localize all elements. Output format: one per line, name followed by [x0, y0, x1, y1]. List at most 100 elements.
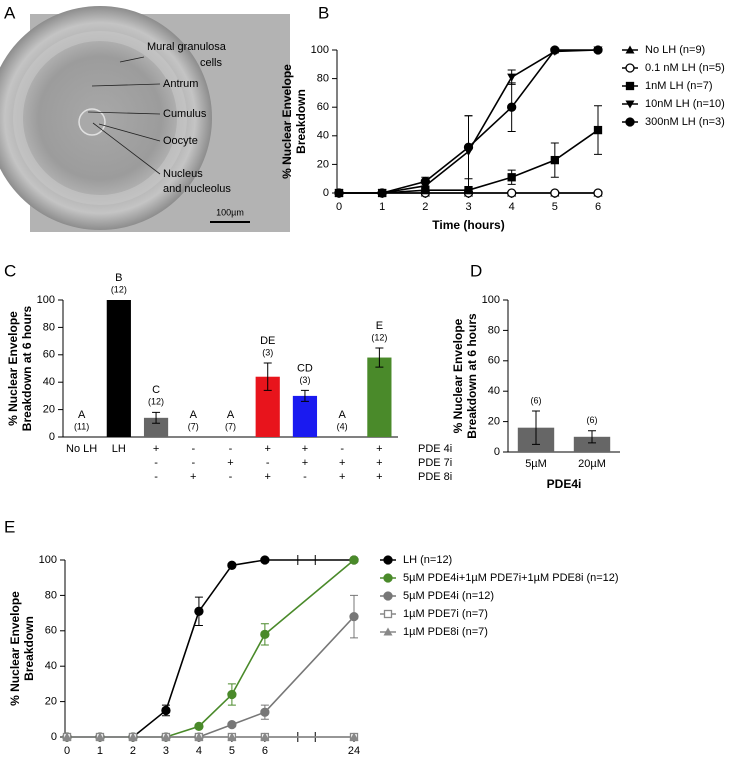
marker [260, 629, 270, 639]
x-tick-label: 3 [465, 201, 471, 213]
table-cell: + [190, 471, 196, 483]
legend-label: LH (n=12) [403, 554, 452, 566]
marker [349, 732, 359, 741]
n-label: (12) [371, 332, 387, 342]
y-tick-label: 100 [39, 554, 57, 566]
bar [143, 417, 169, 437]
marker [334, 188, 344, 198]
group-label: DE [260, 335, 275, 347]
y-axis-label: % Nuclear Envelope [280, 64, 294, 179]
n-label: (6) [587, 415, 598, 425]
legend-marker [383, 609, 393, 619]
bar [573, 436, 611, 452]
panel-letter: E [4, 517, 15, 536]
table-row-label: PDE 8i [418, 471, 452, 483]
scale-bar-label: 100µm [216, 207, 244, 217]
legend-marker [625, 45, 635, 54]
n-label: (4) [337, 421, 348, 431]
table-cell: + [227, 457, 233, 469]
table-cell: + [339, 457, 345, 469]
x-tick-label: 1 [97, 745, 103, 757]
x-tick-label: 4 [196, 745, 202, 757]
x-tick-label: 24 [348, 745, 360, 757]
table-cell: - [340, 443, 344, 455]
y-tick-label: 0 [494, 446, 500, 458]
bar [367, 357, 392, 437]
y-tick-label: 40 [45, 660, 57, 672]
error-bar [375, 347, 384, 368]
panel-letter: B [318, 3, 329, 22]
legend-label: 5µM PDE4i (n=12) [403, 590, 494, 602]
marker [349, 611, 359, 622]
marker [550, 45, 560, 55]
legend-marker [383, 555, 393, 565]
y-tick-label: 40 [488, 385, 500, 397]
series-line [67, 559, 354, 738]
y-tick-label: 60 [45, 625, 57, 637]
y-tick-label: 80 [43, 321, 55, 333]
y-tick-label: 80 [488, 324, 500, 336]
image-label: Cumulus [163, 108, 207, 120]
error-bar [300, 389, 309, 402]
y-tick-label: 0 [323, 187, 329, 199]
group-label: C [152, 384, 160, 396]
marker [194, 732, 204, 741]
y-tick-label: 100 [37, 294, 55, 306]
leader-line [98, 123, 161, 142]
y-axis-label: Breakdown [294, 89, 308, 154]
legend-label: 5µM PDE4i+1µM PDE7i+1µM PDE8i (n=12) [403, 572, 619, 584]
marker [550, 188, 560, 198]
legend-marker [625, 81, 635, 91]
n-label: (3) [262, 347, 273, 357]
legend-label: 1µM PDE8i (n=7) [403, 626, 488, 638]
y-tick-label: 60 [43, 349, 55, 361]
x-tick-label: 6 [262, 745, 268, 757]
table-cell: - [191, 443, 195, 455]
x-axis-label: Time (hours) [432, 218, 504, 232]
group-label: A [190, 409, 198, 421]
legend-marker [625, 63, 635, 73]
y-axis-label: Breakdown at 6 hours [465, 313, 479, 439]
image-label: Antrum [163, 78, 198, 90]
marker [507, 73, 517, 82]
legend-marker [383, 573, 393, 583]
table-cell: + [376, 457, 382, 469]
x-tick-label: 0 [336, 201, 342, 213]
series-line [67, 616, 355, 738]
x-tick-label: 6 [595, 201, 601, 213]
x-tick-label: 5 [552, 201, 558, 213]
marker [507, 102, 517, 112]
error-bar [532, 410, 540, 445]
legend-label: 10nM LH (n=10) [645, 98, 725, 110]
error-bar [152, 411, 161, 424]
n-label: (11) [74, 421, 89, 431]
marker [227, 732, 237, 741]
n-label: (12) [148, 397, 164, 407]
legend-marker [625, 117, 635, 127]
y-tick-label: 0 [49, 431, 55, 443]
bar [106, 300, 131, 437]
leader-line [92, 122, 161, 175]
leader-line [91, 83, 161, 87]
marker [128, 732, 138, 741]
leader-line [119, 56, 145, 63]
table-cell: + [376, 471, 382, 483]
y-tick-label: 20 [488, 416, 500, 428]
legend-label: 0.1 nM LH (n=5) [645, 62, 725, 74]
series-line [67, 559, 355, 738]
y-tick-label: 20 [45, 696, 57, 708]
legend-label: No LH (n=9) [645, 44, 705, 56]
group-label: A [338, 409, 346, 421]
y-tick-label: 40 [43, 376, 55, 388]
table-row-label: PDE 7i [418, 457, 452, 469]
table-cell: + [265, 443, 271, 455]
y-axis-label: % Nuclear Envelope [8, 591, 22, 706]
panel-letter: A [4, 3, 16, 22]
y-axis-label: % Nuclear Envelope [451, 318, 465, 433]
y-tick-label: 80 [45, 589, 57, 601]
table-cell: - [191, 457, 195, 469]
leader-line [87, 111, 161, 115]
y-axis-label: Breakdown at 6 hours [20, 306, 34, 432]
marker [260, 732, 270, 741]
